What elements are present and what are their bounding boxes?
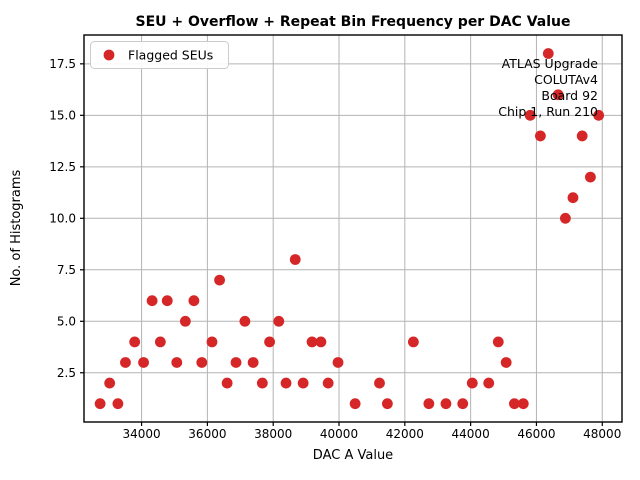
data-point bbox=[264, 336, 275, 348]
data-point bbox=[374, 377, 385, 389]
data-point bbox=[188, 295, 200, 307]
y-tick-label: 10.0 bbox=[49, 211, 76, 225]
y-tick-label: 5.0 bbox=[57, 314, 76, 328]
annotation-line: COLUTAv4 bbox=[534, 72, 598, 87]
data-point bbox=[466, 377, 478, 389]
data-point bbox=[154, 336, 166, 348]
data-point bbox=[273, 315, 285, 327]
y-tick-label: 12.5 bbox=[49, 160, 76, 174]
data-point bbox=[112, 398, 124, 410]
legend-marker-icon bbox=[103, 49, 115, 61]
data-point bbox=[306, 336, 318, 348]
data-point bbox=[517, 398, 529, 410]
data-point bbox=[457, 398, 469, 410]
legend-box bbox=[90, 41, 229, 69]
data-point bbox=[196, 357, 208, 368]
data-point bbox=[567, 192, 579, 204]
data-point bbox=[161, 295, 173, 307]
data-point bbox=[179, 315, 191, 327]
data-point bbox=[129, 336, 141, 348]
data-point bbox=[524, 109, 536, 121]
x-tick-label: 38000 bbox=[254, 427, 292, 441]
data-point bbox=[214, 274, 225, 286]
data-point bbox=[440, 398, 452, 410]
x-tick-label: 42000 bbox=[386, 427, 424, 441]
y-tick-label: 7.5 bbox=[57, 263, 76, 277]
data-point bbox=[138, 357, 149, 368]
x-tick-label: 40000 bbox=[320, 427, 358, 441]
data-point bbox=[297, 377, 309, 389]
data-point bbox=[146, 295, 158, 307]
data-point bbox=[239, 315, 251, 327]
plot-border bbox=[83, 34, 623, 423]
chart-title: SEU + Overflow + Repeat Bin Frequency pe… bbox=[136, 14, 571, 30]
data-point bbox=[230, 357, 242, 368]
x-tick-label: 46000 bbox=[517, 427, 555, 441]
data-point bbox=[560, 212, 571, 224]
annotation-line: Board 92 bbox=[541, 88, 598, 103]
data-point bbox=[280, 377, 292, 389]
y-axis-label: No. of Histograms bbox=[9, 169, 24, 286]
legend-label: Flagged SEUs bbox=[128, 48, 213, 63]
data-point bbox=[247, 357, 259, 368]
data-point bbox=[349, 398, 361, 410]
data-point bbox=[104, 377, 116, 389]
x-tick-label: 36000 bbox=[188, 427, 226, 441]
data-point bbox=[500, 357, 512, 368]
data-point bbox=[585, 171, 596, 183]
data-point bbox=[94, 398, 106, 410]
data-point bbox=[206, 336, 218, 348]
axis-tick-labels: 34000 36000 38000 40000 42000 44000 46000 48000… bbox=[49, 57, 621, 441]
data-point bbox=[542, 48, 554, 59]
data-point bbox=[322, 377, 334, 389]
data-point bbox=[407, 336, 419, 348]
data-point bbox=[332, 357, 344, 368]
y-tick-label: 2.5 bbox=[57, 366, 76, 380]
data-point bbox=[221, 377, 233, 389]
data-point bbox=[534, 130, 546, 142]
x-tick-label: 44000 bbox=[452, 427, 490, 441]
x-tick-label: 34000 bbox=[122, 427, 160, 441]
data-point bbox=[576, 130, 588, 142]
y-tick-label: 17.5 bbox=[49, 57, 76, 71]
scatter-points bbox=[94, 48, 605, 410]
data-point bbox=[509, 398, 520, 410]
axis-ticks bbox=[80, 63, 603, 426]
annotation-line: ATLAS Upgrade bbox=[502, 56, 599, 71]
x-tick-label: 48000 bbox=[583, 427, 621, 441]
annotation-block: ATLAS Upgrade COLUTAv4 Board 92 Chip 1, … bbox=[498, 56, 598, 119]
data-point bbox=[552, 89, 564, 101]
data-point bbox=[256, 377, 268, 389]
y-tick-label: 15.0 bbox=[49, 108, 76, 122]
annotation-line: Chip 1, Run 210 bbox=[498, 104, 598, 119]
data-point bbox=[423, 398, 435, 410]
x-axis-label: DAC A Value bbox=[313, 448, 393, 463]
data-point bbox=[381, 398, 393, 410]
data-point bbox=[120, 357, 131, 368]
data-point bbox=[593, 109, 605, 121]
data-point bbox=[315, 336, 327, 348]
legend: Flagged SEUs bbox=[90, 41, 229, 69]
data-point bbox=[289, 254, 301, 265]
data-point bbox=[171, 357, 183, 368]
data-point bbox=[492, 336, 504, 348]
data-point bbox=[483, 377, 495, 389]
